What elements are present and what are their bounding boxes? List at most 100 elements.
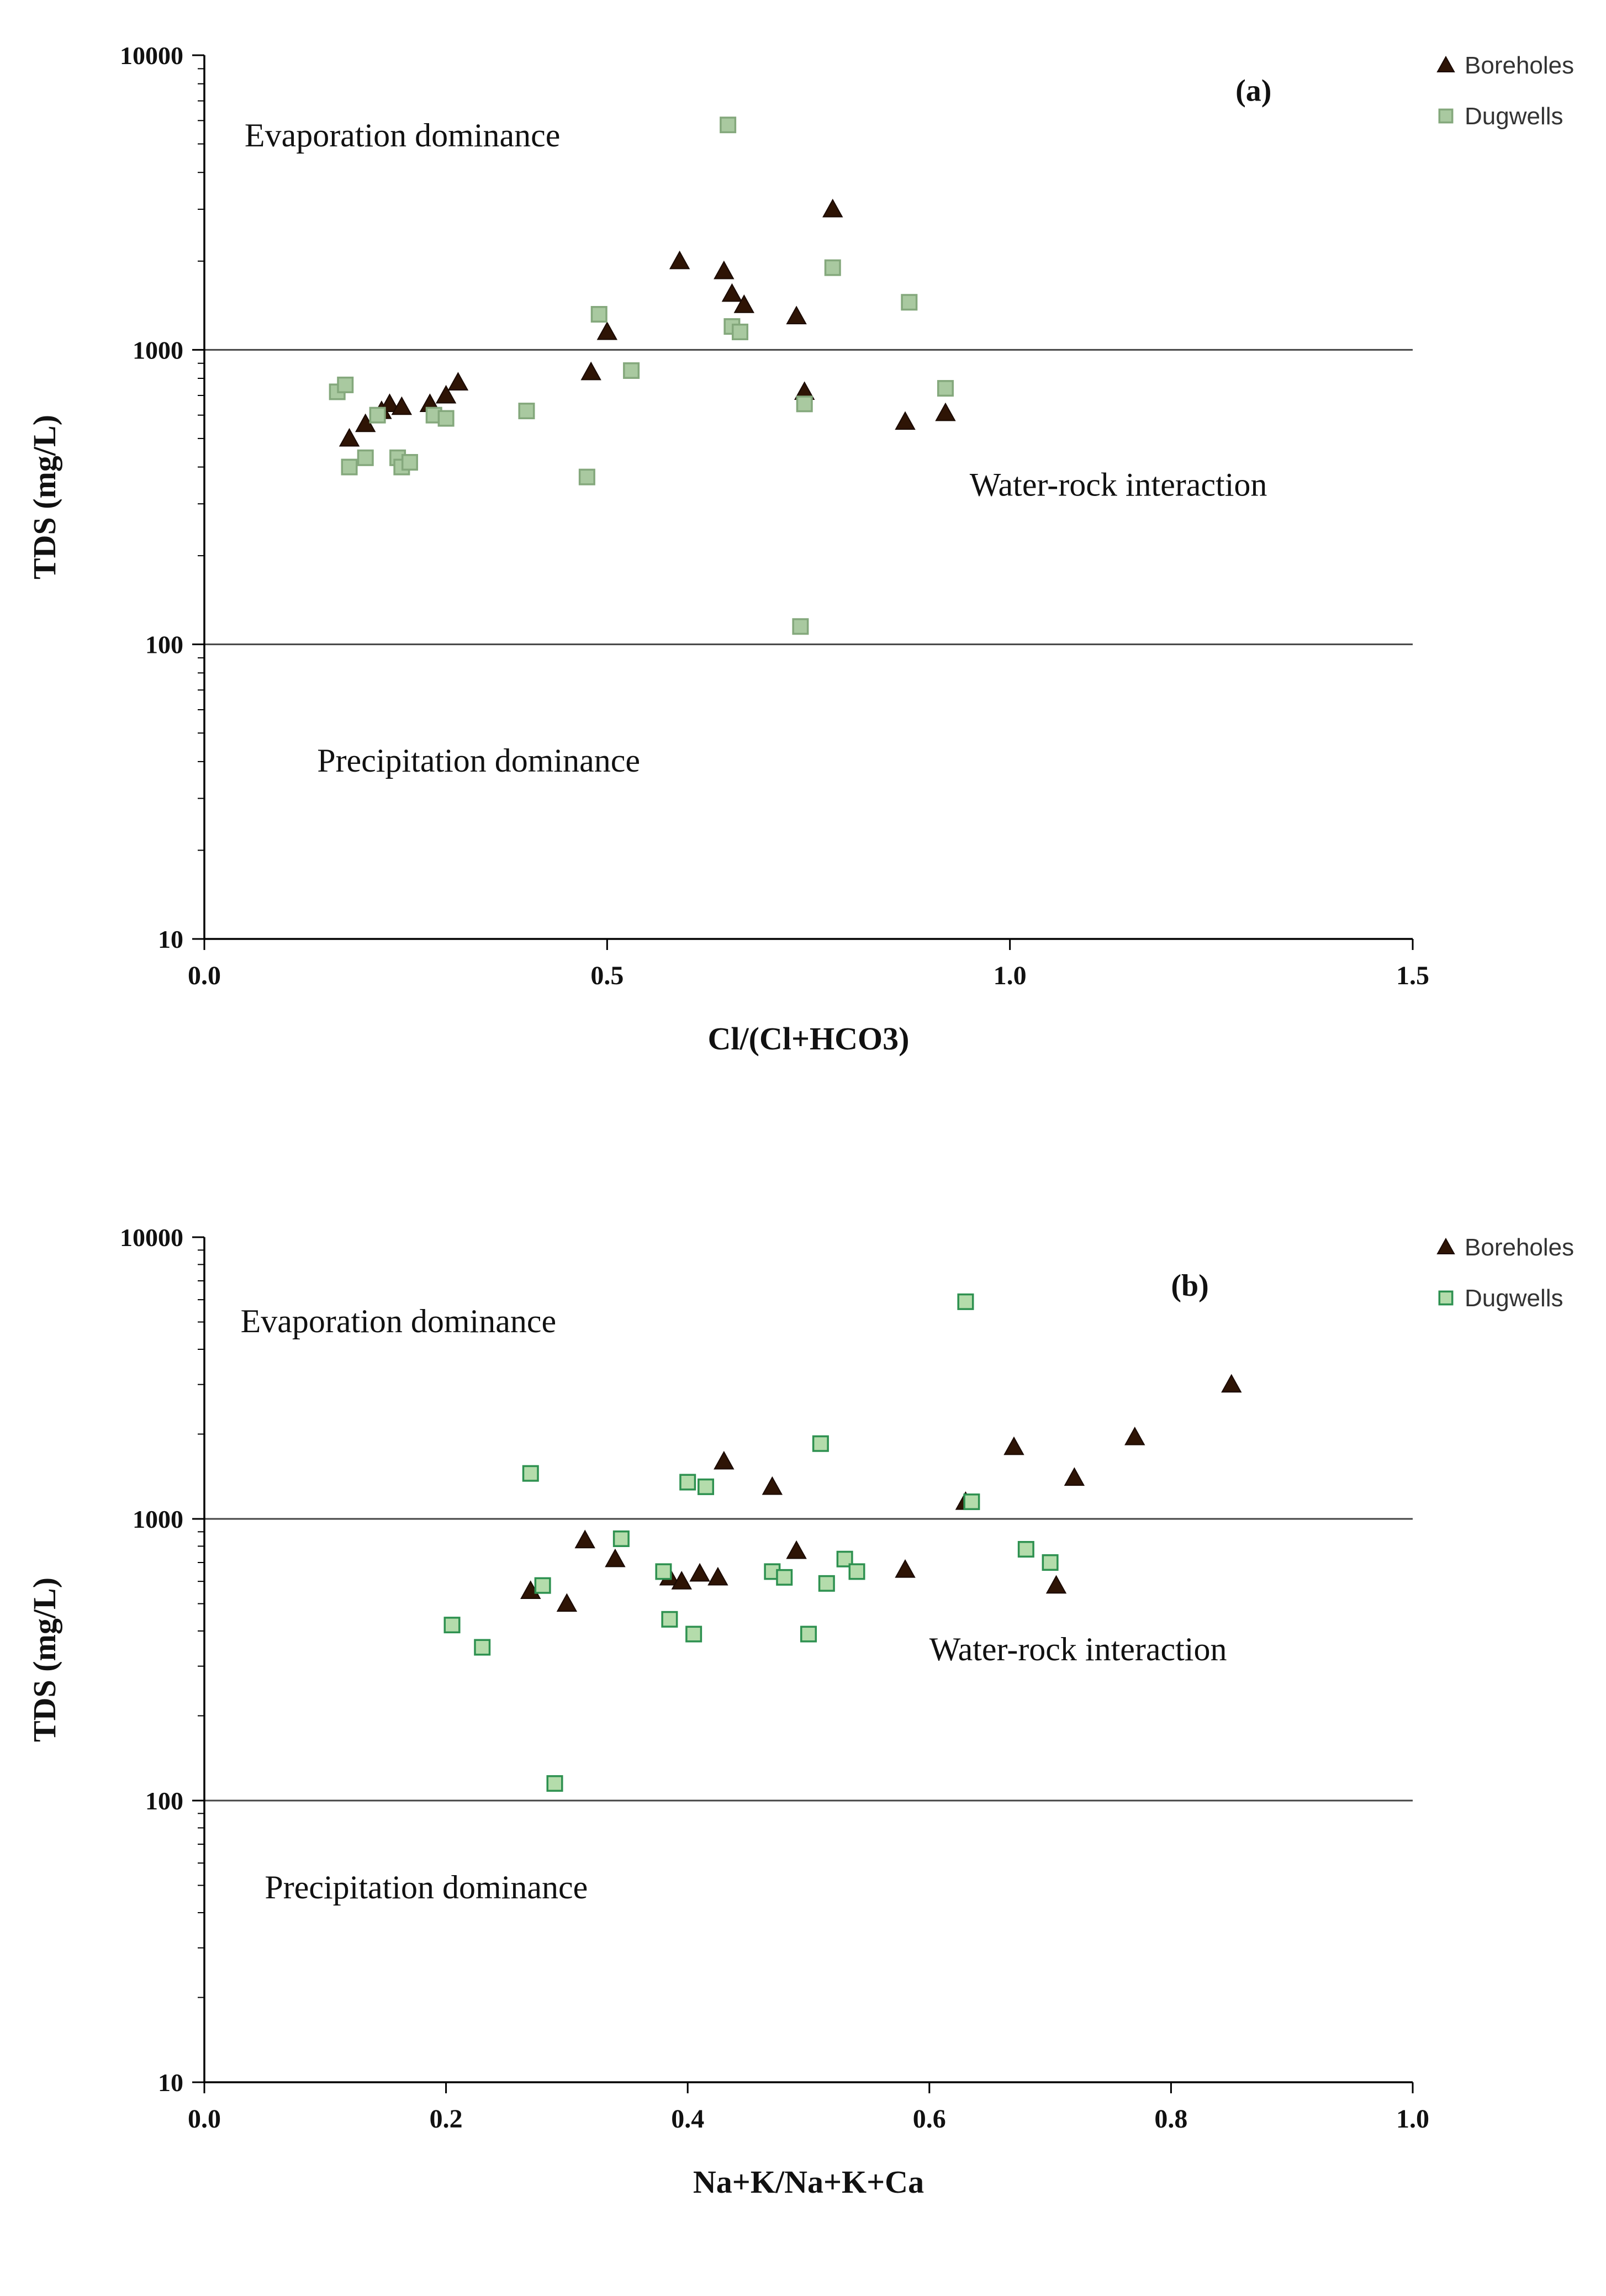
dugwells-point [698, 1478, 715, 1495]
y-tick-label: 10000 [120, 41, 183, 70]
boreholes-point [339, 427, 360, 447]
legend-item: Dugwells [1438, 1285, 1563, 1312]
y-tick-label: 100 [145, 631, 183, 659]
x-tick-label: 0.5 [590, 961, 624, 990]
y-axis-label: TDS (mg/L) [27, 415, 62, 579]
x-tick-label: 0.2 [430, 2104, 463, 2134]
gibbs-diagram-b: 10 100 1000 10000 0.0 0.2 0.4 0.6 0.8 1.0 Na+K/Na+… [27, 1223, 1574, 2200]
boreholes-point [605, 1548, 626, 1567]
dugwells-point [341, 458, 358, 476]
dugwells-point [824, 259, 841, 276]
legend: Boreholes Dugwells [1436, 52, 1574, 130]
boreholes-point [721, 283, 743, 302]
y-tick-label: 1000 [133, 336, 183, 364]
legend-label: Boreholes [1465, 1234, 1574, 1261]
boreholes-point [1064, 1467, 1085, 1486]
x-axis-label: Cl/(Cl+HCO3) [708, 1021, 910, 1057]
dugwells-point [578, 468, 595, 485]
annotation: Water-rock interaction [929, 1631, 1227, 1667]
boreholes-point [707, 1566, 728, 1586]
dugwells-point [796, 395, 813, 413]
boreholes-point [391, 396, 413, 415]
dugwells-point [369, 407, 386, 424]
boreholes-point [895, 1559, 916, 1578]
boreholes-point [895, 411, 916, 430]
dugwells-point [685, 1625, 702, 1643]
dugwells-point [963, 1493, 980, 1511]
boreholes-point [1045, 1575, 1067, 1594]
dugwells-point [518, 403, 535, 420]
x-tick-label: 1.0 [994, 961, 1027, 990]
annotation: Evaporation dominance [241, 1303, 556, 1339]
boreholes-point [822, 198, 843, 218]
dugwells-point [1042, 1554, 1059, 1571]
dugwells-point [612, 1530, 630, 1548]
boreholes-legend-marker-icon [1436, 55, 1455, 72]
dugwells-point [1017, 1541, 1034, 1558]
dugwells-point [337, 376, 354, 393]
y-axis-label: TDS (mg/L) [27, 1577, 62, 1742]
dugwells-point [522, 1465, 539, 1482]
dugwells-point [679, 1474, 696, 1491]
boreholes-legend-marker-icon [1436, 1237, 1455, 1254]
boreholes-point [689, 1563, 710, 1582]
dugwells-point [443, 1617, 461, 1634]
y-tick-label: 100 [145, 1787, 183, 1815]
boreholes-point [786, 1540, 807, 1559]
dugwells-point [623, 362, 640, 379]
dugwells-point [661, 1611, 678, 1628]
dugwells-point [546, 1775, 563, 1792]
boreholes-point [733, 294, 755, 313]
dugwells-legend-marker-icon [1438, 1290, 1454, 1306]
y-tick-label: 10 [158, 925, 183, 953]
dugwells-point [792, 618, 809, 635]
annotation: Water-rock interaction [970, 466, 1267, 503]
legend-label: Dugwells [1465, 1285, 1563, 1312]
annotation: Precipitation dominance [317, 742, 640, 779]
dugwells-point [534, 1577, 551, 1594]
dugwells-point [720, 117, 737, 134]
legend: Boreholes Dugwells [1436, 1234, 1574, 1312]
boreholes-point [762, 1476, 783, 1495]
boreholes-point [1003, 1436, 1024, 1455]
annotation: (a) [1235, 74, 1271, 108]
dugwells-point [474, 1639, 491, 1656]
boreholes-point [556, 1593, 578, 1612]
boreholes-point [1221, 1374, 1242, 1393]
dugwells-point [437, 410, 455, 427]
series-dugwells [443, 1293, 1059, 1792]
y-tick-label: 1000 [133, 1505, 183, 1533]
boreholes-point [447, 372, 469, 390]
y-tick-label: 10 [158, 2068, 183, 2097]
dugwells-point [655, 1563, 672, 1580]
annotation: Precipitation dominance [265, 1869, 588, 1906]
legend-label: Dugwells [1465, 103, 1563, 130]
boreholes-point [669, 250, 690, 270]
x-tick-label: 0.8 [1154, 2104, 1187, 2134]
x-tick-label: 0.0 [188, 2104, 221, 2134]
series-dugwells [329, 117, 954, 635]
x-tick-label: 1.0 [1396, 2104, 1429, 2134]
dugwells-point [732, 323, 749, 340]
boreholes-point [671, 1571, 692, 1590]
chart-panel-a: 10 100 1000 10000 0.0 0.5 1.0 1.5 Cl/(Cl+HCO3) TD… [0, 6, 1606, 1149]
annotation: Evaporation dominance [245, 117, 560, 154]
gibbs-diagram-a: 10 100 1000 10000 0.0 0.5 1.0 1.5 Cl/(Cl+HCO3) TD… [27, 41, 1574, 1057]
boreholes-point [435, 384, 457, 404]
dugwells-point [357, 449, 374, 466]
legend-label: Boreholes [1465, 52, 1574, 79]
annotation: (b) [1171, 1269, 1208, 1303]
x-axis-label: Na+K/Na+K+Ca [693, 2164, 924, 2200]
boreholes-point [786, 305, 807, 325]
boreholes-point [574, 1529, 595, 1549]
dugwells-point [590, 306, 607, 323]
dugwells-point [848, 1563, 865, 1580]
legend-item: Boreholes [1436, 1234, 1574, 1261]
dugwells-point [937, 380, 954, 397]
series-boreholes [520, 1374, 1242, 1612]
y-tick-label: 10000 [120, 1223, 183, 1252]
dugwells-point [812, 1435, 829, 1452]
dugwells-point [401, 454, 418, 471]
dugwells-point [957, 1293, 974, 1310]
